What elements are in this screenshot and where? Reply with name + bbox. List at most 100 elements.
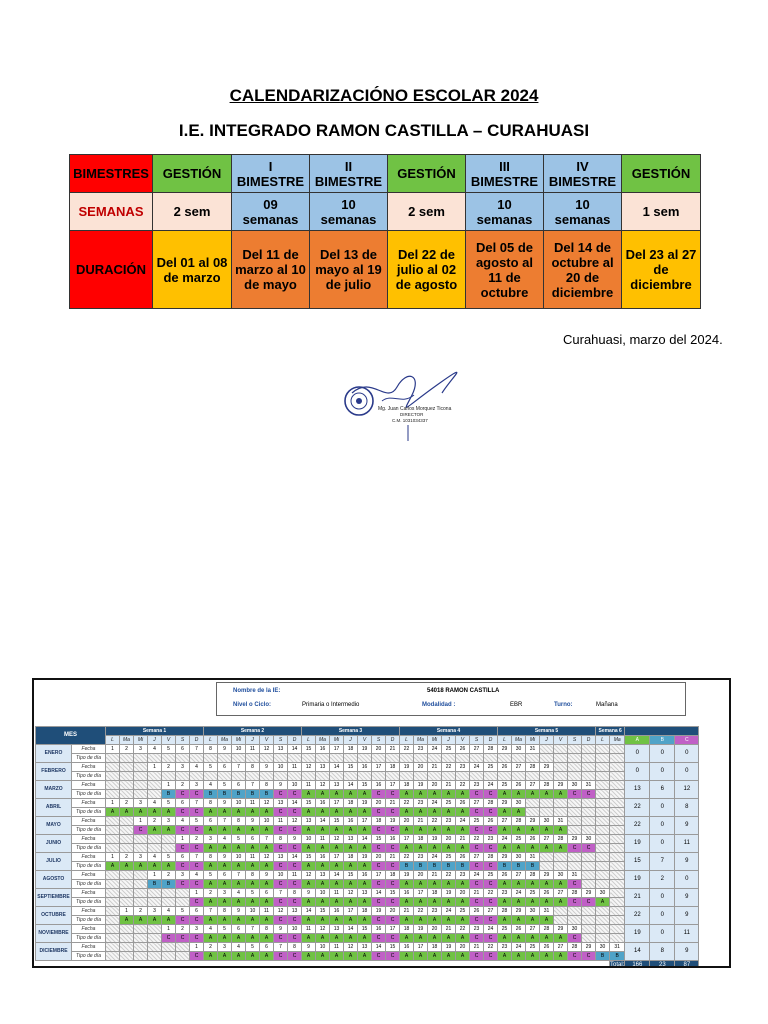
svg-text:C.M. 1031034337: C.M. 1031034337	[392, 418, 428, 423]
day-cell: 28	[497, 906, 512, 916]
day-type-cell	[539, 807, 554, 817]
day-type-cell: A	[231, 861, 246, 871]
tipo-label: Tipo de día	[71, 951, 106, 961]
day-cell: 24	[441, 906, 456, 916]
day-type-cell: A	[511, 879, 526, 889]
day-type-cell: C	[483, 861, 498, 871]
day-type-cell: C	[469, 843, 484, 853]
day-cell: 8	[287, 888, 302, 898]
day-type-cell: A	[357, 897, 372, 907]
day-cell: 24	[497, 834, 512, 844]
day-type-cell	[469, 753, 484, 763]
month-total: 15	[624, 852, 651, 871]
day-type-cell: A	[413, 843, 428, 853]
bimestre-cell: GESTIÓN	[152, 154, 232, 193]
day-cell: 2	[119, 798, 134, 808]
day-cell: 1	[147, 870, 162, 880]
day-cell: 12	[259, 852, 274, 862]
day-type-cell: C	[133, 825, 148, 835]
day-type-cell: A	[511, 789, 526, 799]
day-type-cell: C	[371, 807, 386, 817]
day-cell: 12	[301, 870, 316, 880]
day-cell: 17	[385, 780, 400, 790]
day-cell: 29	[553, 780, 568, 790]
day-type-cell: A	[497, 915, 512, 925]
day-cell: 7	[273, 942, 288, 952]
day-cell: 6	[259, 942, 274, 952]
row-label-bimestres: BIMESTRES	[69, 154, 153, 193]
day-cell	[553, 798, 568, 808]
day-cell: 26	[539, 888, 554, 898]
day-cell: 8	[231, 816, 246, 826]
day-type-cell: A	[203, 825, 218, 835]
day-cell: 14	[343, 924, 358, 934]
day-type-cell: A	[539, 897, 554, 907]
day-type-cell	[105, 933, 120, 943]
day-type-cell: A	[539, 825, 554, 835]
day-type-cell: C	[175, 789, 190, 799]
day-cell	[147, 780, 162, 790]
day-type-cell: C	[371, 843, 386, 853]
day-type-cell: C	[189, 951, 204, 961]
day-cell: 29	[539, 870, 554, 880]
day-type-cell: C	[567, 951, 582, 961]
day-cell: 19	[357, 798, 372, 808]
day-cell: 9	[273, 780, 288, 790]
total-label: Total:	[608, 960, 626, 968]
day-type-cell: A	[329, 897, 344, 907]
day-type-cell	[119, 933, 134, 943]
day-type-cell	[539, 771, 554, 781]
day-type-cell: C	[273, 933, 288, 943]
day-type-cell	[273, 753, 288, 763]
day-cell: 14	[357, 834, 372, 844]
month-total: 0	[649, 798, 676, 817]
day-type-cell: A	[357, 843, 372, 853]
day-cell: 4	[203, 924, 218, 934]
day-type-cell	[343, 753, 358, 763]
day-cell: 31	[525, 852, 540, 862]
day-cell: 2	[175, 924, 190, 934]
day-type-cell: A	[245, 861, 260, 871]
day-cell	[105, 762, 120, 772]
day-cell	[161, 888, 176, 898]
day-cell: 21	[413, 816, 428, 826]
month-name: DICIEMBRE	[35, 942, 72, 961]
day-cell: 12	[315, 780, 330, 790]
day-type-cell: A	[343, 843, 358, 853]
day-cell: 17	[329, 744, 344, 754]
day-cell: 30	[539, 816, 554, 826]
day-type-cell	[595, 807, 610, 817]
day-type-cell: A	[301, 807, 316, 817]
svg-text:Mg. Juan Carlos Morquez Ticona: Mg. Juan Carlos Morquez Ticona	[378, 406, 452, 412]
day-cell: 16	[315, 798, 330, 808]
day-type-cell	[105, 843, 120, 853]
day-head: V	[259, 735, 274, 745]
day-type-cell	[441, 771, 456, 781]
day-cell: 8	[203, 744, 218, 754]
day-type-cell: A	[511, 825, 526, 835]
day-cell: 8	[259, 924, 274, 934]
day-cell: 27	[525, 924, 540, 934]
day-cell: 22	[441, 870, 456, 880]
bimestre-cell: II BIMESTRE	[309, 154, 388, 193]
day-cell	[567, 852, 582, 862]
day-type-cell	[608, 807, 626, 817]
day-cell: 27	[553, 942, 568, 952]
day-type-cell	[567, 915, 582, 925]
day-type-cell: A	[539, 951, 554, 961]
day-cell: 21	[469, 942, 484, 952]
day-cell	[581, 852, 596, 862]
day-cell: 27	[525, 780, 540, 790]
day-cell	[119, 834, 134, 844]
day-type-cell	[595, 861, 610, 871]
day-cell: 29	[497, 798, 512, 808]
day-type-cell	[455, 753, 470, 763]
day-type-cell: A	[511, 933, 526, 943]
day-cell: 4	[147, 744, 162, 754]
day-cell: 16	[385, 834, 400, 844]
day-type-cell: C	[175, 861, 190, 871]
semanas-cell: 09 semanas	[231, 192, 310, 231]
day-cell: 20	[385, 906, 400, 916]
day-cell: 1	[105, 798, 120, 808]
day-cell: 18	[357, 906, 372, 916]
